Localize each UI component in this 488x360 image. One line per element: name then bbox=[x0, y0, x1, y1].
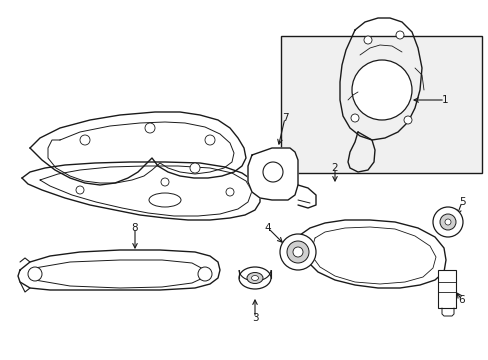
Bar bbox=[437, 270, 455, 308]
Circle shape bbox=[80, 135, 90, 145]
Text: 7: 7 bbox=[281, 113, 288, 123]
Circle shape bbox=[363, 36, 371, 44]
Ellipse shape bbox=[239, 267, 270, 289]
Text: 3: 3 bbox=[251, 313, 258, 323]
Text: 2: 2 bbox=[331, 163, 338, 173]
Polygon shape bbox=[18, 250, 220, 290]
Circle shape bbox=[432, 207, 462, 237]
Polygon shape bbox=[247, 148, 297, 200]
Circle shape bbox=[190, 163, 200, 173]
Ellipse shape bbox=[246, 273, 263, 284]
Circle shape bbox=[28, 267, 42, 281]
Circle shape bbox=[76, 186, 84, 194]
Circle shape bbox=[351, 60, 411, 120]
Polygon shape bbox=[347, 132, 374, 172]
Circle shape bbox=[204, 135, 215, 145]
Text: 8: 8 bbox=[131, 223, 138, 233]
Text: 4: 4 bbox=[264, 223, 271, 233]
Polygon shape bbox=[299, 220, 445, 288]
Circle shape bbox=[292, 247, 303, 257]
Text: 5: 5 bbox=[458, 197, 465, 207]
Circle shape bbox=[403, 116, 411, 124]
Circle shape bbox=[439, 214, 455, 230]
Bar bbox=[281, 36, 481, 173]
Circle shape bbox=[350, 114, 358, 122]
Ellipse shape bbox=[149, 193, 181, 207]
Polygon shape bbox=[22, 162, 260, 220]
Circle shape bbox=[280, 234, 315, 270]
Ellipse shape bbox=[251, 275, 258, 280]
Circle shape bbox=[161, 178, 169, 186]
Text: 1: 1 bbox=[441, 95, 447, 105]
Circle shape bbox=[444, 219, 450, 225]
Text: 6: 6 bbox=[458, 295, 465, 305]
Circle shape bbox=[225, 188, 234, 196]
Polygon shape bbox=[339, 18, 421, 140]
Circle shape bbox=[263, 162, 283, 182]
Polygon shape bbox=[30, 112, 245, 185]
Circle shape bbox=[198, 267, 212, 281]
Circle shape bbox=[395, 31, 403, 39]
Circle shape bbox=[286, 241, 308, 263]
Circle shape bbox=[145, 123, 155, 133]
